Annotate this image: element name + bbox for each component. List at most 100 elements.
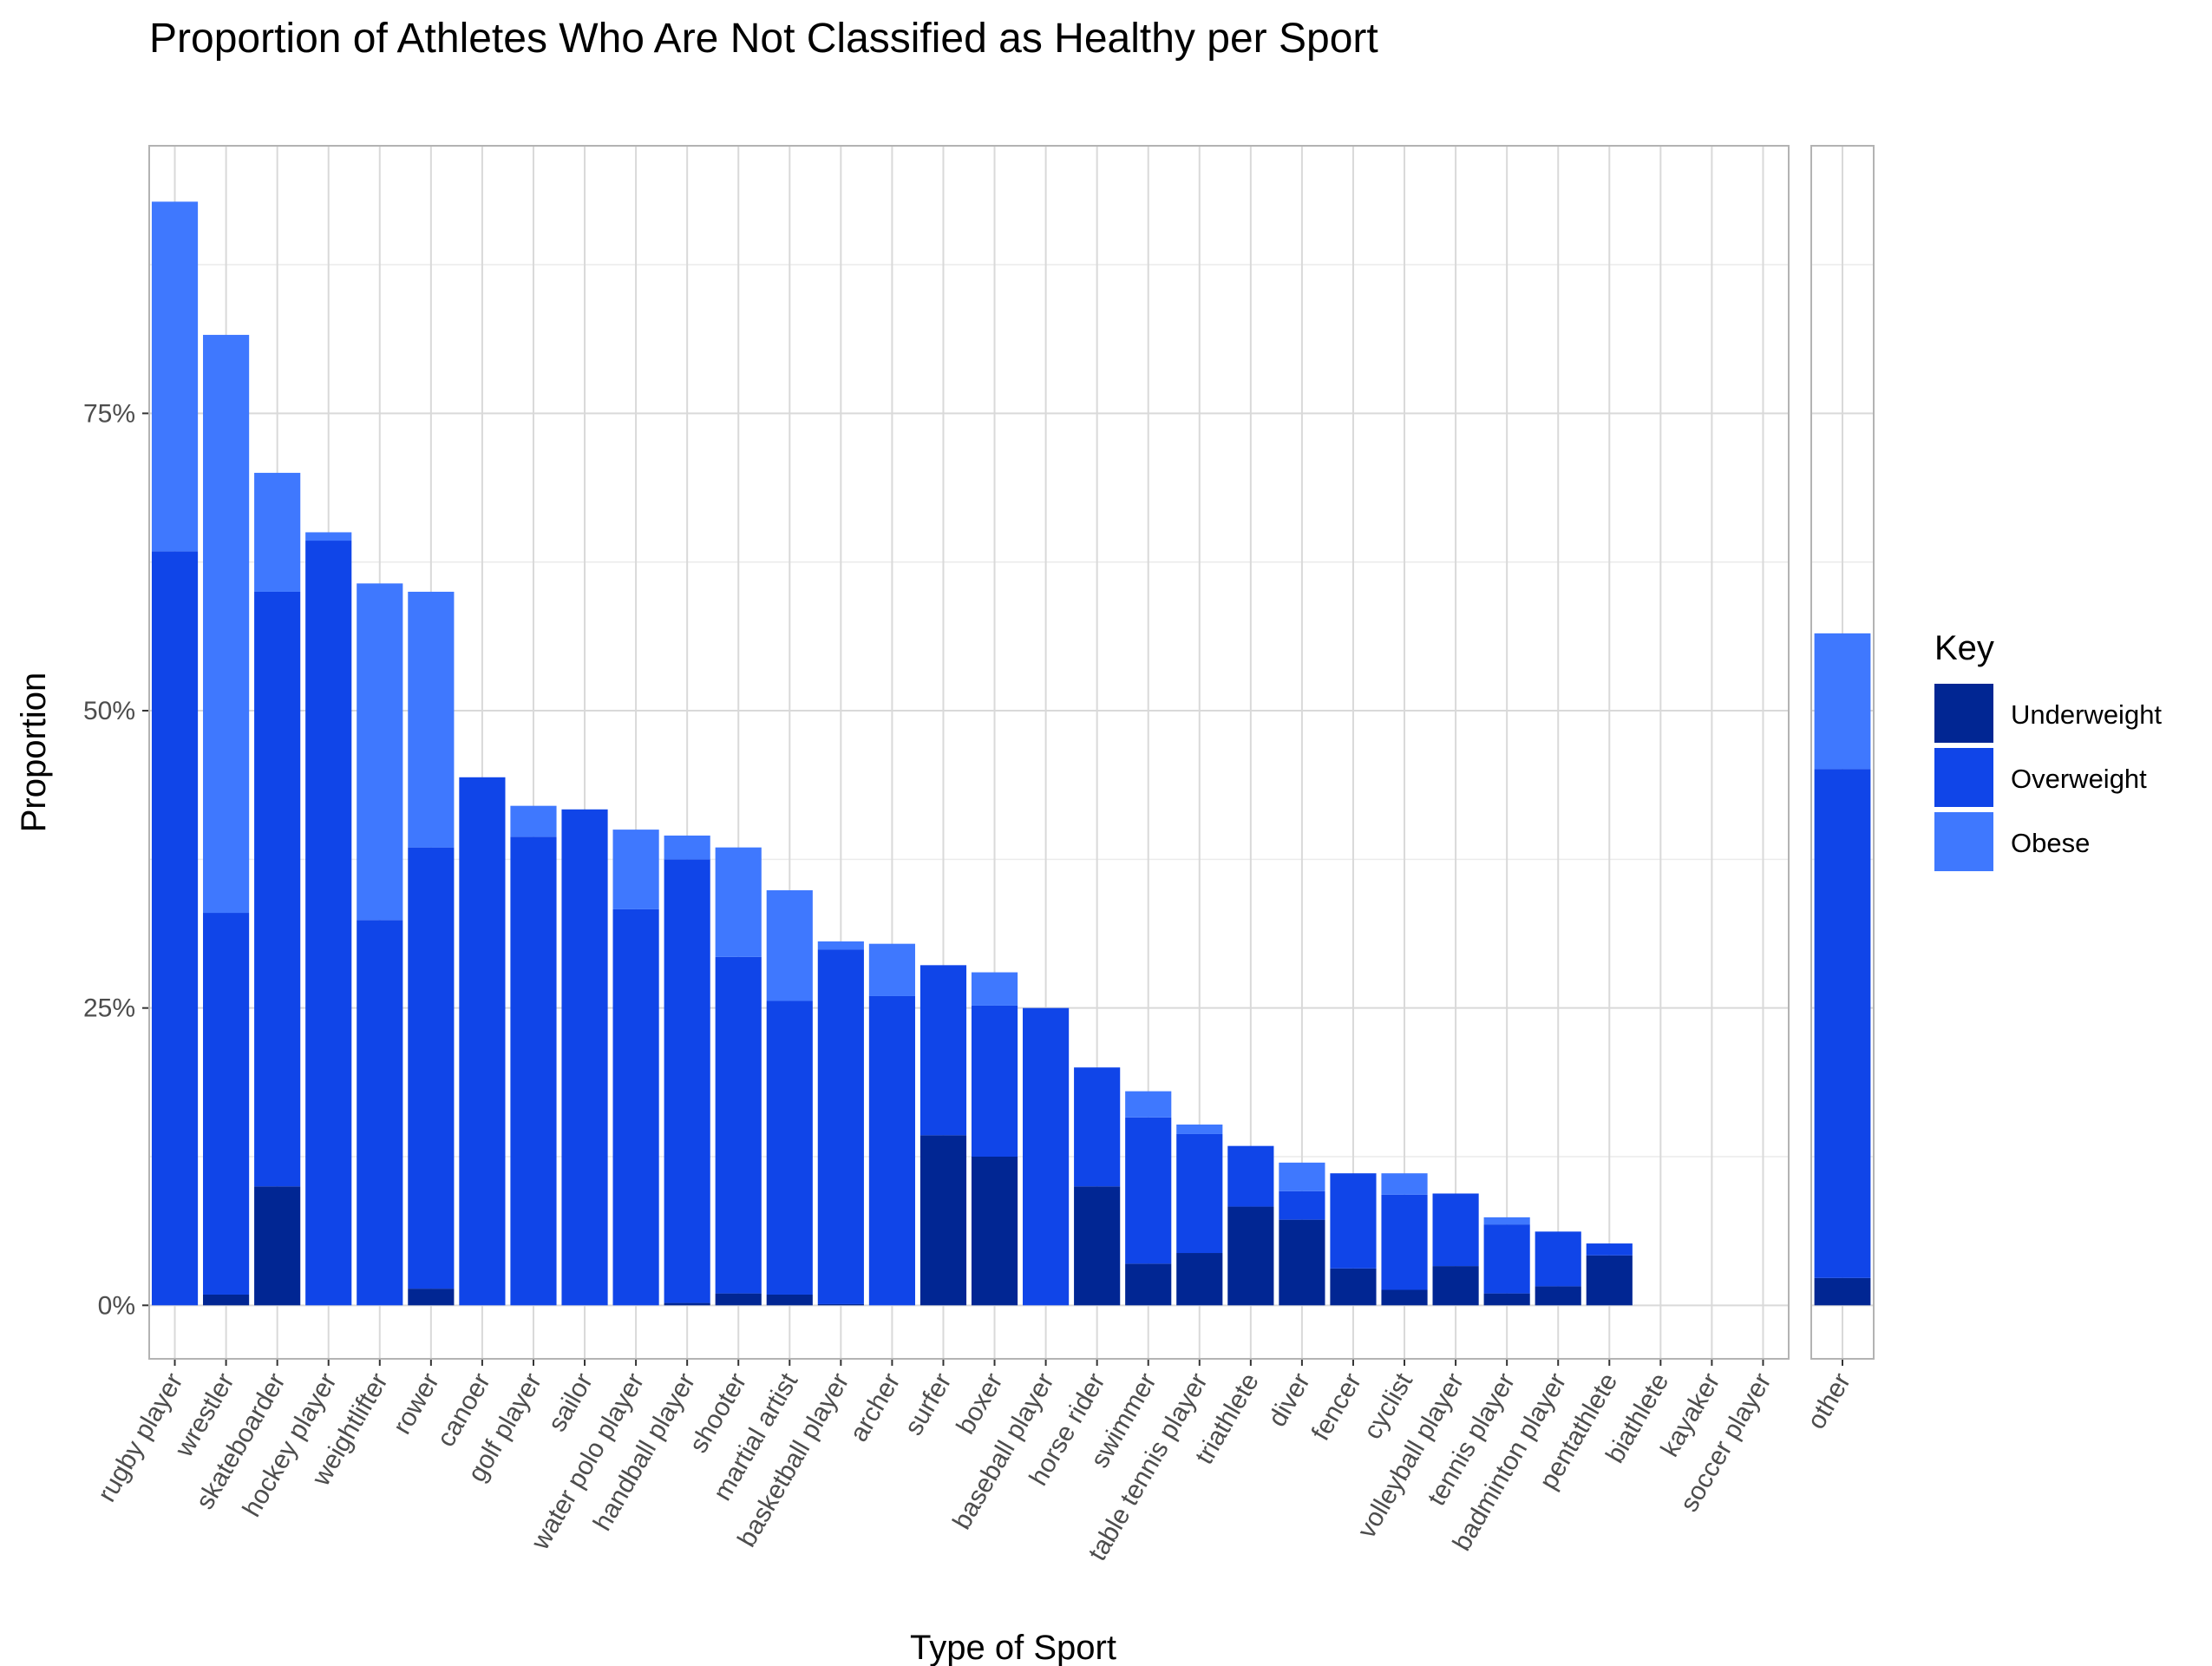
x-tick-label: sailor <box>543 1368 599 1437</box>
bar-hockey-player-obese <box>305 532 352 541</box>
bar-cyclist-underweight <box>1381 1289 1428 1306</box>
bar-pentathlete-overweight <box>1586 1243 1633 1256</box>
bar-boxer-underweight <box>971 1157 1018 1306</box>
x-tick-label: surfer <box>900 1368 958 1440</box>
bar-triathlete-overweight <box>1227 1145 1274 1207</box>
panel-border <box>148 145 1790 1360</box>
bar-tennis-player-overweight <box>1483 1224 1530 1294</box>
bar-swimmer-overweight <box>1125 1117 1172 1264</box>
bar-pentathlete-underweight <box>1586 1255 1633 1306</box>
bar-fencer-overweight <box>1330 1173 1377 1269</box>
bar-rower-underweight <box>408 1289 455 1306</box>
bar-hockey-player-overweight <box>305 541 352 1306</box>
bar-basketball-player-obese <box>817 941 864 950</box>
bar-wrestler-overweight <box>203 913 250 1295</box>
legend-item-underweight: Underweight <box>1934 684 2162 743</box>
x-axis-title: Type of Sport <box>910 1629 1116 1666</box>
bar-handball-player-underweight <box>664 1302 710 1306</box>
y-tick-label: 0% <box>98 1291 135 1320</box>
bar-tennis-player-obese <box>1483 1217 1530 1225</box>
legend-swatch <box>1934 748 1993 807</box>
bar-cyclist-overweight <box>1381 1194 1428 1290</box>
x-tick-label: fencer <box>1306 1368 1367 1446</box>
plot-panels: 0% 25% 50% 75%rugby playerwrestlerskateboar… <box>83 145 1875 1565</box>
bar-rower-overweight <box>408 847 455 1289</box>
bar-diver-underweight <box>1279 1219 1325 1306</box>
bar-badminton-player-overweight <box>1535 1231 1581 1287</box>
bar-badminton-player-underweight <box>1535 1286 1581 1306</box>
bar-other-underweight <box>1814 1277 1871 1306</box>
bar-diver-overweight <box>1279 1190 1325 1220</box>
x-tick-label: other <box>1802 1368 1856 1434</box>
legend-items: Underweight Overweight Obese <box>1934 684 2162 871</box>
bar-weightlifter-obese <box>357 583 403 921</box>
bar-archer-overweight <box>868 995 915 1306</box>
legend-title: Key <box>1934 629 1994 667</box>
legend-item-obese: Obese <box>1934 812 2090 871</box>
bar-diver-obese <box>1279 1162 1325 1191</box>
bar-swimmer-underweight <box>1125 1263 1172 1306</box>
x-tick-label: archer <box>844 1368 906 1446</box>
bar-handball-player-obese <box>664 835 710 860</box>
bar-martial-artist-underweight <box>766 1294 813 1306</box>
bar-swimmer-obese <box>1125 1091 1172 1118</box>
bar-basketball-player-underweight <box>817 1303 864 1306</box>
chart-title: Proportion of Athletes Who Are Not Class… <box>149 16 1378 62</box>
bar-skateboarder-obese <box>254 472 301 592</box>
legend-item-overweight: Overweight <box>1934 748 2147 807</box>
legend-swatch <box>1934 684 1993 743</box>
bar-water-polo-player-obese <box>612 830 659 909</box>
bar-skateboarder-overweight <box>254 591 301 1187</box>
x-tick-label: diver <box>1263 1368 1316 1432</box>
bar-martial-artist-overweight <box>766 1000 813 1295</box>
panel-border <box>1810 145 1875 1360</box>
bar-wrestler-obese <box>203 334 250 914</box>
bar-table-tennis-player-overweight <box>1176 1133 1223 1254</box>
bar-rugby-player-overweight <box>151 551 199 1306</box>
bar-tennis-player-underweight <box>1483 1293 1530 1306</box>
bar-baseball-player-overweight <box>1023 1007 1070 1306</box>
bar-golf-player-overweight <box>510 836 557 1306</box>
bar-horse-rider-underweight <box>1074 1186 1121 1306</box>
y-axis-title: Proportion <box>15 672 53 833</box>
legend-label: Underweight <box>2011 699 2162 730</box>
legend: Key Underweight Overweight Obese <box>1934 629 2162 871</box>
panel-2: other <box>1802 145 1875 1434</box>
bar-table-tennis-player-obese <box>1176 1124 1223 1134</box>
bar-other-obese <box>1814 633 1871 770</box>
bar-handball-player-overweight <box>664 859 710 1303</box>
bar-rugby-player-obese <box>151 201 199 552</box>
bar-sailor-overweight <box>561 809 608 1306</box>
bar-shooter-overweight <box>715 956 762 1294</box>
bar-shooter-underweight <box>715 1293 762 1306</box>
bar-other-overweight <box>1814 769 1871 1278</box>
bar-volleyball-player-overweight <box>1432 1193 1479 1267</box>
bar-boxer-obese <box>971 972 1018 1006</box>
bar-surfer-underweight <box>919 1135 967 1306</box>
bar-archer-obese <box>868 943 915 996</box>
bar-triathlete-underweight <box>1227 1206 1274 1306</box>
y-tick-label: 50% <box>83 697 135 725</box>
legend-label: Obese <box>2011 828 2090 858</box>
bar-boxer-overweight <box>971 1005 1018 1157</box>
bar-fencer-underweight <box>1330 1268 1377 1306</box>
bar-surfer-overweight <box>919 965 967 1136</box>
bar-rower-obese <box>408 591 455 848</box>
bar-martial-artist-obese <box>766 889 813 1001</box>
bar-wrestler-underweight <box>203 1294 250 1306</box>
y-tick-label: 25% <box>83 994 135 1023</box>
bar-basketball-player-overweight <box>817 949 864 1304</box>
legend-swatch <box>1934 812 1993 871</box>
bar-skateboarder-underweight <box>254 1186 301 1306</box>
bar-table-tennis-player-underweight <box>1176 1253 1223 1306</box>
bar-volleyball-player-underweight <box>1432 1266 1479 1306</box>
bar-shooter-obese <box>715 847 762 957</box>
legend-label: Overweight <box>2011 764 2147 794</box>
bar-weightlifter-overweight <box>357 920 403 1306</box>
y-tick-label: 75% <box>83 399 135 428</box>
bar-water-polo-player-overweight <box>612 908 659 1306</box>
bar-golf-player-obese <box>510 805 557 837</box>
bar-horse-rider-overweight <box>1074 1067 1121 1187</box>
bar-canoer-overweight <box>459 777 506 1306</box>
